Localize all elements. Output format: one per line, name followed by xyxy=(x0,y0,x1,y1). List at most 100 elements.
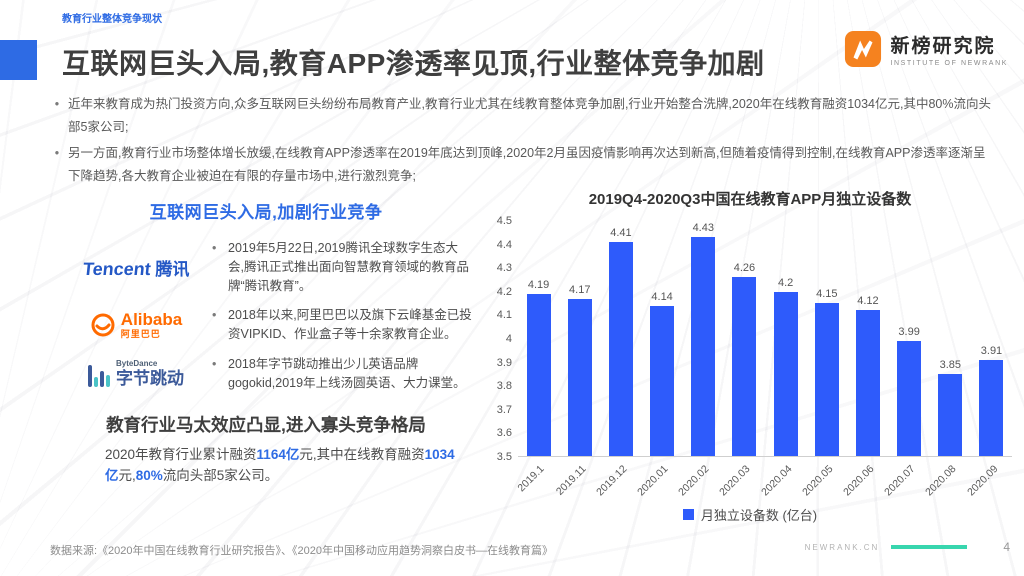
oligopoly-paragraph: 2020年教育行业累计融资1164亿元,其中在线教育融资1034亿元,80%流向… xyxy=(105,445,458,487)
intro-bullet-1-text: 近年来教育成为热门投资方向,众多互联网巨头纷纷布局教育产业,教育行业尤其在线教育… xyxy=(68,97,992,135)
y-axis-tick: 3.6 xyxy=(496,427,512,440)
bytedance-description-text: 2018年字节跳动推出少儿英语品牌gogokid,2019年上线汤圆英语、大力课… xyxy=(228,356,466,390)
y-axis-tick: 3.7 xyxy=(496,403,512,416)
chart-x-labels: 2019.1 2019.11 2019.12 2020.01 2020.02 2020.0… xyxy=(516,457,1012,505)
y-axis-tick: 4.2 xyxy=(496,285,512,298)
chart-plot-wrap: 4.19 4.17 4.41 4.14 4.43 4.26 4.2 4.15 4.12 3.99 3… xyxy=(516,221,1012,505)
title-accent-square xyxy=(0,40,37,80)
x-slot: 2020.09 xyxy=(965,457,1012,505)
page-number: 4 xyxy=(1003,540,1010,554)
bytedance-logo-text: ByteDance 字节跳动 xyxy=(116,360,184,388)
funding-total-highlight: 1164亿 xyxy=(256,447,300,463)
bar xyxy=(650,305,675,456)
bar-chart: 2019Q4-2020Q3中国在线教育APP月独立设备数 4.5 4.4 4.3 4.… xyxy=(488,188,1012,524)
oligopoly-section: 教育行业马太效应凸显,进入寡头竞争格局 2020年教育行业累计融资1164亿元,… xyxy=(60,412,472,487)
x-axis-label: 2020.08 xyxy=(923,463,959,499)
bar-value-label: 4.15 xyxy=(816,288,838,301)
chart-plot: 4.19 4.17 4.41 4.14 4.43 4.26 4.2 4.15 4.12 3.99 3… xyxy=(518,221,1012,457)
bar-slot: 4.12 xyxy=(847,221,888,456)
x-axis-label: 2020.07 xyxy=(882,463,918,499)
x-axis-label: 2020.05 xyxy=(799,463,836,499)
tencent-description: • 2019年5月22日,2019腾讯全球数字生态大会,腾讯正式推出面向智慧教育… xyxy=(212,239,472,295)
oligopoly-text: 2020年教育行业累计融资 xyxy=(105,447,257,463)
bytedance-logo: ByteDance 字节跳动 xyxy=(60,360,212,387)
bar xyxy=(855,310,880,456)
bar xyxy=(814,303,839,456)
bar-slot: 4.19 xyxy=(518,221,559,456)
bar-value-label: 4.12 xyxy=(857,295,879,308)
bullet-dot: • xyxy=(54,146,60,161)
bar xyxy=(897,340,922,456)
bullet-dot: • xyxy=(212,356,217,371)
bar-value-label: 3.85 xyxy=(939,358,962,371)
y-axis-tick: 4.3 xyxy=(496,262,512,275)
company-row-tencent: Tencent 腾讯 • 2019年5月22日,2019腾讯全球数字生态大会,腾… xyxy=(60,239,472,295)
intro-bullet-2: • 另一方面,教育行业市场整体增长放缓,在线教育APP渗透率在2019年底达到顶… xyxy=(46,142,994,188)
brand-subtitle: INSTITUTE OF NEWRANK xyxy=(890,60,1008,67)
y-axis-tick: 3.8 xyxy=(496,380,512,393)
chart-body: 4.5 4.4 4.3 4.2 4.1 4 3.9 3.8 3.7 3.6 3.5 4.19 4.17… xyxy=(488,215,1012,505)
bar-value-label: 4.17 xyxy=(569,283,591,296)
bytedance-bars-icon xyxy=(88,363,110,387)
y-axis-tick: 4 xyxy=(505,333,512,345)
page-title: 互联网巨头入局,教育APP渗透率见顶,行业整体竞争加剧 xyxy=(62,48,765,79)
alibaba-wordmark: Alibaba 阿里巴巴 xyxy=(90,311,182,339)
x-slot: 2020.02 xyxy=(676,457,724,505)
bar-value-label: 4.43 xyxy=(692,222,714,235)
bar-slot: 4.43 xyxy=(683,221,724,456)
y-axis-tick: 4.1 xyxy=(496,309,512,322)
x-slot: 2020.07 xyxy=(882,457,930,505)
oligopoly-text: 流向头部5家公司。 xyxy=(162,468,279,484)
bar-value-label: 4.2 xyxy=(777,276,794,289)
footer-right: NEWRANK.CN 4 xyxy=(805,540,1010,554)
newrank-logo: 新榜研究院 INSTITUTE OF NEWRANK xyxy=(844,30,1008,68)
x-slot: 2020.03 xyxy=(718,457,765,505)
bullet-dot: • xyxy=(212,241,217,255)
legend-label: 月独立设备数 (亿台) xyxy=(700,508,818,523)
bar xyxy=(691,237,716,456)
bar-slot: 3.85 xyxy=(930,221,971,456)
tencent-wordmark: Tencent 腾讯 xyxy=(82,255,190,280)
bar xyxy=(526,293,551,456)
brand-name: 新榜研究院 xyxy=(890,36,996,57)
x-slot: 2020.06 xyxy=(841,457,888,505)
bar-value-label: 4.14 xyxy=(651,290,673,303)
company-rows: Tencent 腾讯 • 2019年5月22日,2019腾讯全球数字生态大会,腾… xyxy=(60,239,472,392)
bar xyxy=(773,291,798,456)
bullet-dot: • xyxy=(212,308,217,323)
bar-slot: 3.99 xyxy=(889,221,930,456)
tencent-logo: Tencent 腾讯 xyxy=(60,255,212,280)
y-axis-tick: 3.9 xyxy=(496,356,512,369)
percent-highlight: 80% xyxy=(135,468,163,484)
newrank-n-icon xyxy=(845,30,882,68)
left-panel-heading: 互联网巨头入局,加剧行业竞争 xyxy=(149,203,383,222)
x-axis-label: 2020.04 xyxy=(758,463,795,499)
alibaba-logo-text: Alibaba 阿里巴巴 xyxy=(121,311,182,339)
x-slot: 2019.11 xyxy=(553,457,600,505)
y-axis-tick: 4.5 xyxy=(496,215,512,227)
intro-bullet-2-text: 另一方面,教育行业市场整体增长放缓,在线教育APP渗透率在2019年底达到顶峰,… xyxy=(68,146,986,184)
bar-value-label: 3.99 xyxy=(898,325,920,338)
breadcrumb: 教育行业整体竞争现状 xyxy=(62,14,162,25)
bar-value-label: 3.91 xyxy=(980,344,1003,357)
x-axis-label: 2020.03 xyxy=(717,463,753,499)
company-row-alibaba: Alibaba 阿里巴巴 • 2018年以来,阿里巴巴以及旗下云峰基金已投资VI… xyxy=(60,306,472,344)
bullet-dot: • xyxy=(54,97,60,111)
newrank-site-label: NEWRANK.CN xyxy=(804,542,880,552)
y-axis-tick: 3.5 xyxy=(496,451,512,463)
alibaba-smiley-icon xyxy=(91,313,115,337)
x-slot: 2020.04 xyxy=(759,457,806,505)
x-axis-label: 2020.06 xyxy=(841,463,877,499)
tencent-name-cn: 腾讯 xyxy=(155,259,190,279)
bar-value-label: 4.26 xyxy=(733,262,756,275)
intro-bullet-1: • 近年来教育成为热门投资方向,众多互联网巨头纷纷布局教育产业,教育行业尤其在线… xyxy=(46,93,994,139)
bar-value-label: 4.41 xyxy=(610,227,632,240)
alibaba-name-cn: 阿里巴巴 xyxy=(120,329,161,339)
x-slot: 2019.12 xyxy=(594,457,641,505)
bytedance-wordmark: ByteDance 字节跳动 xyxy=(88,360,184,387)
intro-bullets: • 近年来教育成为热门投资方向,众多互联网巨头纷纷布局教育产业,教育行业尤其在线… xyxy=(46,93,994,189)
bar-slot: 4.14 xyxy=(642,221,683,456)
alibaba-description-text: 2018年以来,阿里巴巴以及旗下云峰基金已投资VIPKID、作业盒子等十余家教育… xyxy=(228,308,472,341)
chart-legend: 月独立设备数 (亿台) xyxy=(488,505,1012,524)
